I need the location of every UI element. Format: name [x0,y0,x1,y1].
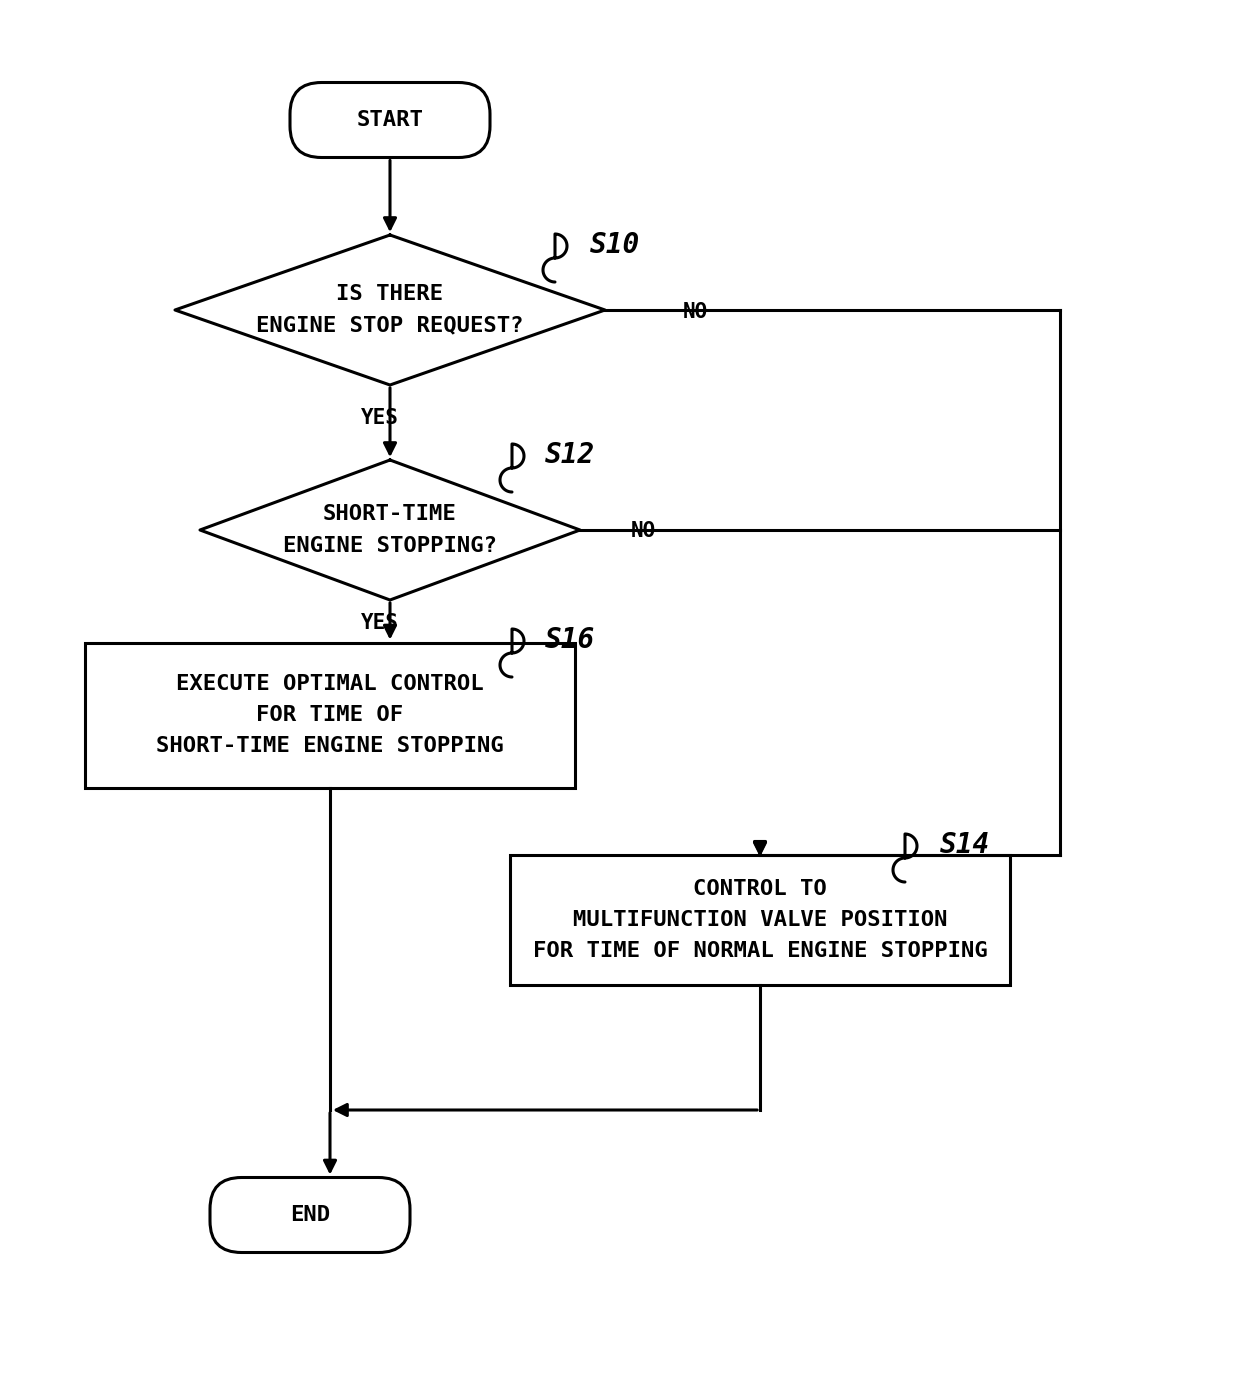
FancyBboxPatch shape [210,1178,410,1252]
Text: NO: NO [630,520,656,541]
Text: NO: NO [682,302,708,323]
Text: SHORT-TIME
ENGINE STOPPING?: SHORT-TIME ENGINE STOPPING? [283,504,497,556]
Bar [86,643,575,788]
Text: S10: S10 [590,231,640,259]
Text: CONTROL TO
MULTIFUNCTION VALVE POSITION
FOR TIME OF NORMAL ENGINE STOPPING: CONTROL TO MULTIFUNCTION VALVE POSITION … [533,879,987,961]
Text: START: START [357,110,423,130]
Text: END: END [290,1205,330,1225]
Text: YES: YES [361,612,399,633]
FancyBboxPatch shape [290,82,490,158]
Text: YES: YES [361,408,399,428]
Text: IS THERE
ENGINE STOP REQUEST?: IS THERE ENGINE STOP REQUEST? [257,284,523,335]
Text: S16: S16 [546,626,595,654]
Polygon shape [200,460,580,600]
Polygon shape [175,235,605,384]
Bar [510,855,1011,984]
Text: EXECUTE OPTIMAL CONTROL
FOR TIME OF
SHORT-TIME ENGINE STOPPING: EXECUTE OPTIMAL CONTROL FOR TIME OF SHOR… [156,674,503,757]
Text: S12: S12 [546,441,595,470]
Text: S14: S14 [940,831,991,859]
